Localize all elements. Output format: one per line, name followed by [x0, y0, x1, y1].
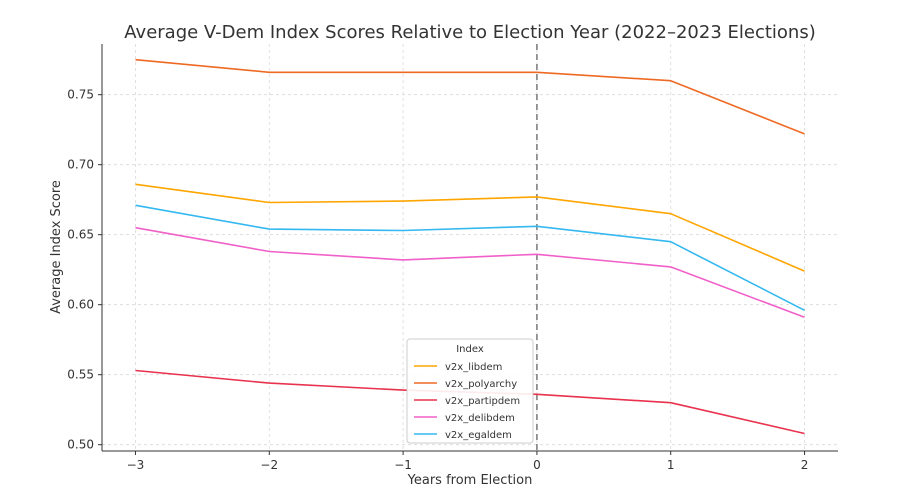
y-axis-label: Average Index Score — [49, 180, 64, 314]
y-tick-label: 0.75 — [67, 88, 94, 102]
legend-label-v2x_polyarchy: v2x_polyarchy — [445, 379, 517, 390]
y-tick-label: 0.65 — [67, 228, 94, 242]
y-tick-label: 0.55 — [67, 368, 94, 382]
y-tick-label: 0.60 — [67, 298, 94, 312]
y-tick-label: 0.70 — [67, 158, 94, 172]
legend-label-v2x_partipdem: v2x_partipdem — [445, 396, 520, 407]
legend-label-v2x_libdem: v2x_libdem — [445, 362, 502, 373]
y-tick-label: 0.50 — [67, 438, 94, 452]
x-tick-label: 0 — [533, 458, 541, 472]
series-line-v2x_delibdem — [135, 226, 805, 319]
series-line-v2x_libdem — [135, 183, 805, 272]
legend-box — [406, 338, 534, 444]
series-line-v2x_polyarchy — [135, 58, 805, 135]
series-layer — [135, 58, 805, 435]
legend-title: Index — [456, 344, 484, 355]
chart-title: Average V-Dem Index Scores Relative to E… — [124, 22, 815, 43]
x-axis-label: Years from Election — [407, 473, 533, 488]
series-line-v2x_egaldem — [135, 204, 805, 312]
axes: −3 −2 −1 0 1 2 0.50 0.55 0.60 0.65 0.70 0.75 — [67, 44, 838, 472]
grid — [102, 44, 838, 451]
legend: Index v2x_libdem v2x_polyarchy v2x_partipde… — [406, 338, 534, 444]
x-tick-label: −1 — [394, 458, 412, 472]
x-tick-label: 2 — [801, 458, 809, 472]
legend-label-v2x_delibdem: v2x_delibdem — [445, 413, 515, 424]
legend-label-v2x_egaldem: v2x_egaldem — [445, 430, 512, 441]
x-tick-label: −3 — [127, 458, 145, 472]
x-tick-label: −2 — [260, 458, 278, 472]
x-tick-label: 1 — [667, 458, 675, 472]
